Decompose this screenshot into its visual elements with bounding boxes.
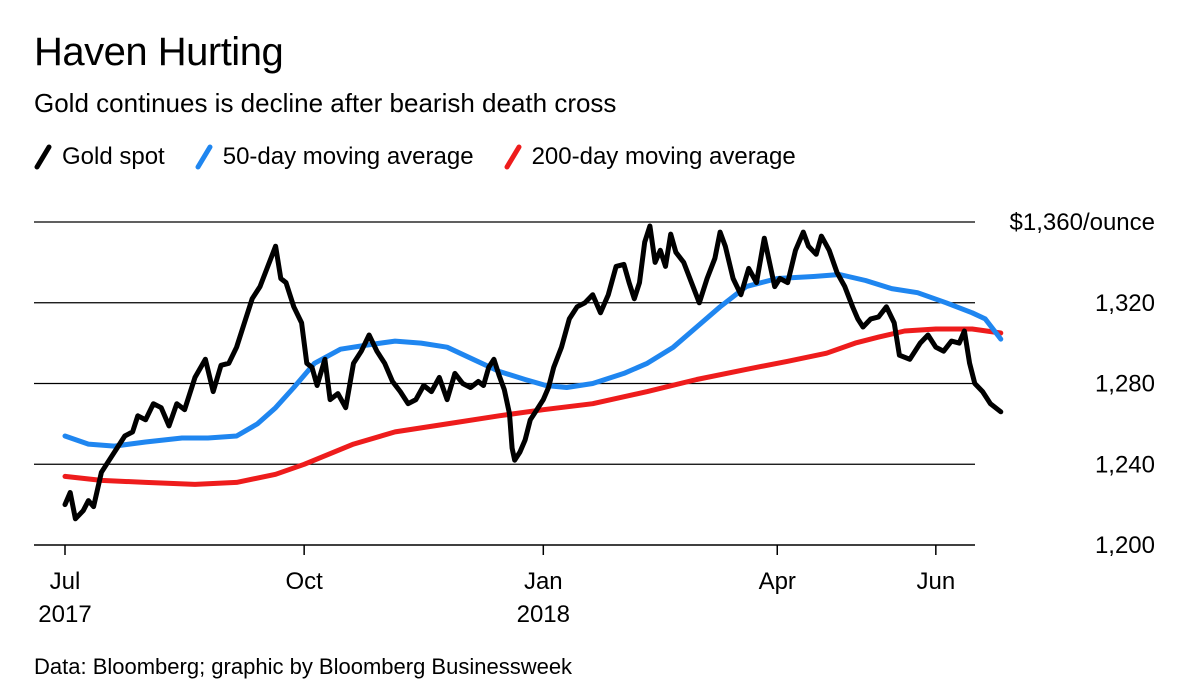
- legend: Gold spot 50-day moving average 200-day …: [34, 143, 826, 171]
- legend-label-gold-spot: Gold spot: [62, 143, 165, 170]
- source-note: Data: Bloomberg; graphic by Bloomberg Bu…: [34, 654, 573, 679]
- series-line-50-day-moving-average: [62, 272, 1004, 449]
- legend-label-200-day: 200-day moving average: [531, 143, 796, 170]
- legend-item-200-day: 200-day moving average: [504, 143, 796, 171]
- y-tick-label: $1,360/ounce: [1010, 209, 1155, 236]
- x-tick-label: Jun: [916, 568, 955, 595]
- y-tick-label: 1,240: [1095, 451, 1155, 478]
- y-tick-label: 1,320: [1095, 290, 1155, 317]
- x-tick-year-label: 2017: [38, 601, 91, 628]
- x-tick-label: Oct: [285, 568, 323, 595]
- legend-item-50-day: 50-day moving average: [195, 143, 474, 171]
- chart-title: Haven Hurting: [34, 30, 284, 74]
- legend-swatch-gold-spot: [34, 144, 52, 170]
- legend-item-gold-spot: Gold spot: [34, 143, 165, 171]
- legend-label-50-day: 50-day moving average: [222, 143, 474, 170]
- chart-subtitle: Gold continues is decline after bearish …: [34, 88, 617, 118]
- legend-swatch-50-day: [195, 144, 213, 170]
- y-tick-label: 1,200: [1095, 532, 1155, 559]
- x-tick-year-label: 2018: [517, 601, 570, 628]
- x-tick-label: Apr: [759, 568, 796, 595]
- legend-swatch-200-day: [504, 144, 522, 170]
- x-tick-label: Jan: [524, 568, 563, 595]
- series-line-200-day-moving-average: [62, 326, 1004, 487]
- y-tick-label: 1,280: [1095, 371, 1155, 398]
- x-tick-label: Jul: [50, 568, 81, 595]
- series-line-gold-spot: [62, 223, 1004, 522]
